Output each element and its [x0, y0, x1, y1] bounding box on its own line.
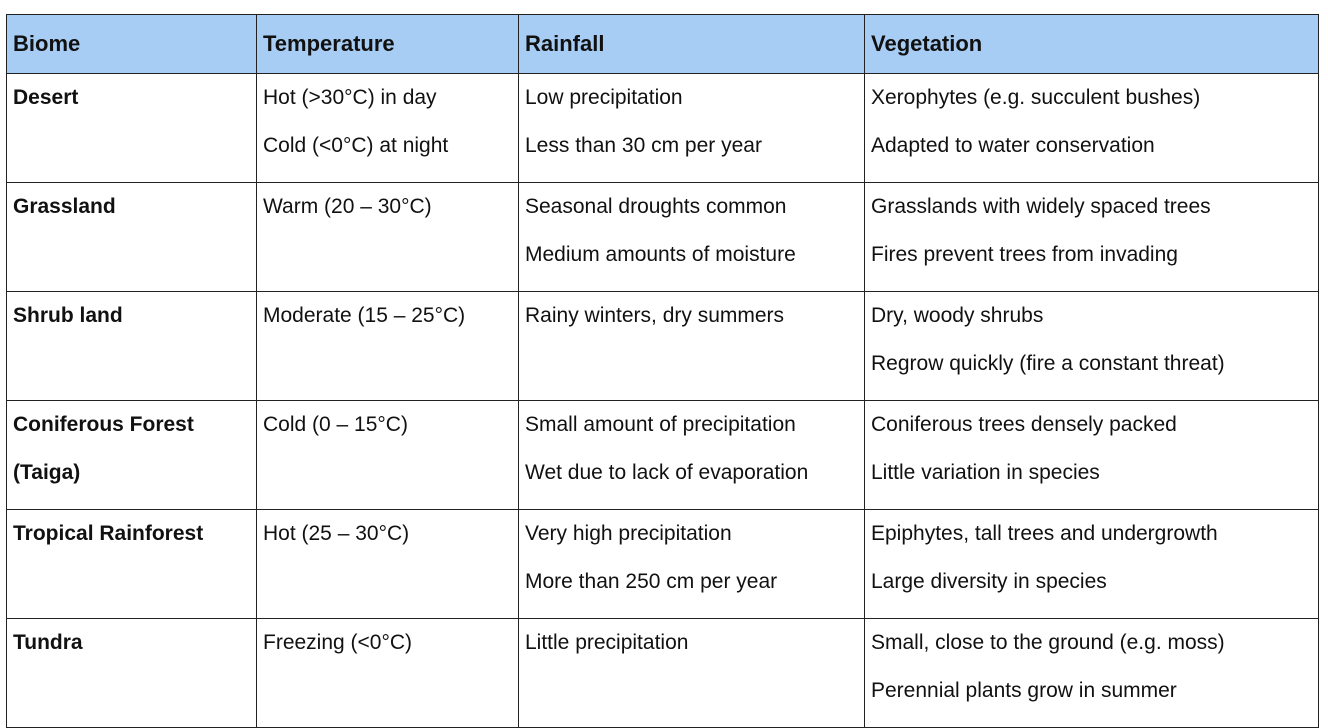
rainfall-line: Little precipitation	[525, 631, 689, 654]
rainfall-cell: Very high precipitation More than 250 cm…	[518, 509, 865, 619]
vegetation-line: Epiphytes, tall trees and undergrowth	[871, 522, 1218, 545]
vegetation-line: Fires prevent trees from invading	[871, 243, 1178, 266]
rainfall-line: Wet due to lack of evaporation	[525, 461, 809, 484]
vegetation-line: Little variation in species	[871, 461, 1100, 484]
table-row: Coniferous Forest (Taiga) Cold (0 – 15°C…	[6, 400, 1319, 510]
table-row: Tundra Freezing (<0°C) Little precipitat…	[6, 618, 1319, 728]
vegetation-cell: Dry, woody shrubs Regrow quickly (fire a…	[864, 291, 1319, 401]
temperature-line: Cold (<0°C) at night	[263, 134, 449, 157]
biome-name: Tundra	[13, 631, 83, 654]
biome-table: Biome Temperature Rainfall Vegetation De…	[6, 14, 1319, 728]
rainfall-line: Rainy winters, dry summers	[525, 304, 785, 327]
vegetation-line: Large diversity in species	[871, 570, 1107, 593]
temperature-line: Cold (0 – 15°C)	[263, 413, 408, 436]
vegetation-line: Grasslands with widely spaced trees	[871, 195, 1211, 218]
biome-cell: Shrub land	[6, 291, 257, 401]
table-header: Biome Temperature Rainfall Vegetation	[6, 14, 1319, 74]
temperature-cell: Hot (>30°C) in day Cold (<0°C) at night	[256, 73, 519, 183]
biome-cell: Grassland	[6, 182, 257, 292]
header-temperature: Temperature	[256, 14, 519, 74]
temperature-cell: Freezing (<0°C)	[256, 618, 519, 728]
rainfall-line: Small amount of precipitation	[525, 413, 796, 436]
biome-name: Tropical Rainforest	[13, 522, 204, 545]
rainfall-line: Seasonal droughts common	[525, 195, 787, 218]
vegetation-cell: Xerophytes (e.g. succulent bushes) Adapt…	[864, 73, 1319, 183]
temperature-cell: Moderate (15 – 25°C)	[256, 291, 519, 401]
vegetation-cell: Epiphytes, tall trees and undergrowth La…	[864, 509, 1319, 619]
temperature-line: Hot (>30°C) in day	[263, 86, 437, 109]
vegetation-line: Regrow quickly (fire a constant threat)	[871, 352, 1225, 375]
rainfall-cell: Small amount of precipitation Wet due to…	[518, 400, 865, 510]
rainfall-line: Medium amounts of moisture	[525, 243, 796, 266]
rainfall-line: Low precipitation	[525, 86, 683, 109]
table-row: Desert Hot (>30°C) in day Cold (<0°C) at…	[6, 73, 1319, 183]
header-row: Biome Temperature Rainfall Vegetation	[6, 14, 1319, 74]
vegetation-line: Small, close to the ground (e.g. moss)	[871, 631, 1225, 654]
biome-name: (Taiga)	[13, 461, 81, 484]
header-rainfall: Rainfall	[518, 14, 865, 74]
vegetation-line: Perennial plants grow in summer	[871, 679, 1177, 702]
vegetation-line: Adapted to water conservation	[871, 134, 1155, 157]
biome-cell: Coniferous Forest (Taiga)	[6, 400, 257, 510]
header-biome: Biome	[6, 14, 257, 74]
table-row: Tropical Rainforest Hot (25 – 30°C) Very…	[6, 509, 1319, 619]
temperature-cell: Warm (20 – 30°C)	[256, 182, 519, 292]
temperature-line: Freezing (<0°C)	[263, 631, 413, 654]
vegetation-cell: Grasslands with widely spaced trees Fire…	[864, 182, 1319, 292]
biome-name: Coniferous Forest	[13, 413, 194, 436]
rainfall-cell: Rainy winters, dry summers	[518, 291, 865, 401]
biome-name: Desert	[13, 86, 79, 109]
rainfall-line: Less than 30 cm per year	[525, 134, 762, 157]
table-row: Shrub land Moderate (15 – 25°C) Rainy wi…	[6, 291, 1319, 401]
vegetation-line: Coniferous trees densely packed	[871, 413, 1177, 436]
rainfall-line: More than 250 cm per year	[525, 570, 778, 593]
temperature-cell: Cold (0 – 15°C)	[256, 400, 519, 510]
rainfall-cell: Low precipitation Less than 30 cm per ye…	[518, 73, 865, 183]
vegetation-line: Xerophytes (e.g. succulent bushes)	[871, 86, 1201, 109]
vegetation-cell: Small, close to the ground (e.g. moss) P…	[864, 618, 1319, 728]
temperature-line: Hot (25 – 30°C)	[263, 522, 410, 545]
temperature-cell: Hot (25 – 30°C)	[256, 509, 519, 619]
biome-cell: Desert	[6, 73, 257, 183]
biome-name: Shrub land	[13, 304, 123, 327]
table-row: Grassland Warm (20 – 30°C) Seasonal drou…	[6, 182, 1319, 292]
biome-cell: Tropical Rainforest	[6, 509, 257, 619]
vegetation-line: Dry, woody shrubs	[871, 304, 1044, 327]
vegetation-cell: Coniferous trees densely packed Little v…	[864, 400, 1319, 510]
temperature-line: Warm (20 – 30°C)	[263, 195, 432, 218]
rainfall-line: Very high precipitation	[525, 522, 732, 545]
temperature-line: Moderate (15 – 25°C)	[263, 304, 466, 327]
table-body: Desert Hot (>30°C) in day Cold (<0°C) at…	[6, 73, 1319, 728]
rainfall-cell: Seasonal droughts common Medium amounts …	[518, 182, 865, 292]
header-vegetation: Vegetation	[864, 14, 1319, 74]
biome-cell: Tundra	[6, 618, 257, 728]
biome-name: Grassland	[13, 195, 116, 218]
rainfall-cell: Little precipitation	[518, 618, 865, 728]
